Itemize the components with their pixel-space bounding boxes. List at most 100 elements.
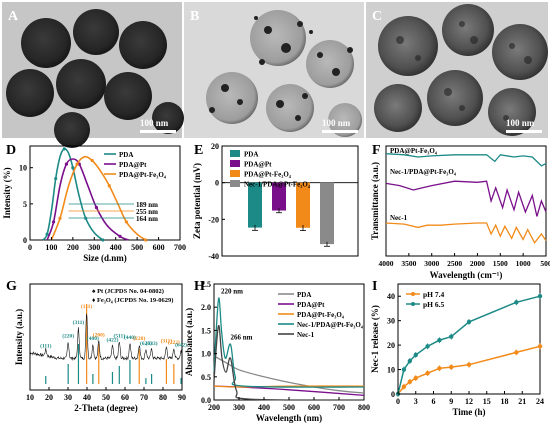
- series-point: [537, 294, 543, 299]
- e-ytick-label: -40: [208, 252, 219, 261]
- series-point: [437, 366, 442, 371]
- d-xtick-label: 500: [131, 243, 143, 252]
- peak-label: (620): [140, 340, 152, 347]
- series-point: [45, 232, 49, 236]
- i-ytick-label: 10: [387, 366, 395, 375]
- series-point: [449, 334, 454, 339]
- g-xtick-label: 60: [121, 393, 129, 402]
- series-point: [537, 344, 543, 349]
- chart-h: PDA PDA@Pt PDA@Pt-Fe₃O₄ Nec-1/PDA@Pt-Fe₃O₄ N…: [184, 280, 370, 423]
- series-label: PDA@Pt-Fe₃O₄: [390, 147, 438, 155]
- h-xtick-label: 700: [333, 403, 345, 412]
- peak-label: (422): [106, 336, 118, 343]
- panel-e-label: E: [194, 143, 203, 158]
- h-ytick-label: 2.5: [201, 280, 211, 289]
- panel-g-label: G: [6, 279, 17, 294]
- series-line: [213, 297, 365, 388]
- series-line: [385, 222, 547, 245]
- series-point: [466, 362, 472, 367]
- h-xtick-label: 600: [308, 403, 320, 412]
- h-xtick-label: 800: [358, 403, 370, 412]
- h-xlabel: Wavelength (nm): [256, 413, 322, 423]
- series-point: [466, 319, 472, 325]
- i-xtick-label: 15: [483, 397, 491, 406]
- f-xtick-label: 2000: [470, 259, 485, 268]
- legend-label: PDA: [297, 291, 311, 299]
- plot-frame-i: [397, 283, 541, 395]
- bar: [296, 182, 310, 228]
- d-xtick-label: 100: [45, 243, 57, 252]
- legend-label: PDA@Pt: [119, 161, 147, 169]
- series-point: [124, 220, 129, 224]
- peak-label: (111): [81, 303, 92, 310]
- f-xlabel: Wavelength (cm⁻¹): [430, 270, 503, 280]
- i-xtick-label: 0: [396, 397, 400, 406]
- h-ytick-label: 1.5: [201, 326, 211, 335]
- h-ytick-label: 2.0: [201, 303, 211, 312]
- series-point: [107, 184, 111, 188]
- i-ytick-label: 40: [387, 292, 395, 301]
- legend-label: Nec-1/PDA@Pt-Fe₃O₄: [244, 181, 311, 189]
- series-point: [514, 300, 519, 305]
- series-point: [58, 216, 62, 220]
- i-xtick-label: 9: [449, 397, 453, 406]
- legend-label: Nec-1/PDA@Pt-Fe₃O₄: [297, 321, 364, 329]
- f-xtick-label: 3500: [401, 259, 416, 268]
- legend-label: PDA@Pt: [244, 161, 272, 169]
- g-ylabel: Intensity (a.u.): [14, 309, 24, 365]
- legend-label: PDA@Pt: [297, 301, 325, 309]
- d-ytick-label: 10: [19, 164, 27, 173]
- legend-swatch: [230, 160, 240, 167]
- d-xtick-label: 600: [153, 243, 165, 252]
- i-xtick-label: 18: [501, 397, 509, 406]
- h-ytick-label: 0.5: [201, 373, 211, 382]
- i-ytick-label: 20: [387, 341, 395, 350]
- series-point: [51, 220, 56, 224]
- g-xtick-label: 30: [64, 393, 72, 402]
- legend-swatch: [230, 170, 240, 177]
- legend-label: PDA@Pt-Fe₃O₄: [297, 311, 345, 319]
- chart-i: pH 7.4pH 6.5 0 3 6 9 12 15 18 21 24 Time (h) 0 10 20 3…: [370, 283, 544, 417]
- d-xlabel: Size (d.nm): [83, 253, 127, 263]
- h-xtick-label: 300: [233, 403, 245, 412]
- g-xlabel: 2-Theta (degree): [74, 403, 138, 413]
- legend-label: PDA@Pt-Fe₃O₄: [119, 171, 167, 179]
- annotation-label: 189 nm: [136, 201, 158, 209]
- series-point: [64, 162, 69, 166]
- i-ytick-label: 30: [387, 317, 395, 326]
- panel-i-label: I: [372, 279, 377, 294]
- series-point: [90, 158, 94, 163]
- peak-label: (533): [146, 340, 158, 347]
- panel-b-scale: 100 nm: [322, 118, 351, 128]
- d-xtick-label: 200: [67, 243, 79, 252]
- annotation-label: 220 nm: [221, 287, 243, 295]
- panel-a-tem: A 100 nm: [2, 2, 184, 148]
- i-xlabel: Time (h): [452, 407, 485, 417]
- series-label: Nec-1/PDA@Pt-Fe₃O₄: [390, 168, 457, 176]
- legend-label: pH 6.5: [423, 300, 445, 309]
- series-point: [54, 176, 58, 181]
- series-line: [213, 355, 365, 394]
- peak-label: (220): [133, 335, 145, 342]
- h-ytick-label: 1.0: [201, 350, 211, 359]
- legend-label: PDA: [244, 151, 258, 159]
- peak-label: (220): [62, 333, 74, 340]
- series-line-pda@pt-fe3o4: [50, 155, 147, 241]
- series-point: [75, 162, 79, 166]
- peak-label: (111): [40, 343, 51, 350]
- panel-f-label: F: [372, 143, 381, 158]
- h-xtick-label: 200: [208, 403, 220, 412]
- panel-h-label: H: [194, 279, 205, 294]
- series-point: [94, 205, 99, 210]
- series-point: [71, 166, 75, 170]
- d-xtick-label: 0: [28, 243, 32, 252]
- panel-c-scale: 100 nm: [506, 118, 535, 128]
- peak-label: (200): [93, 331, 105, 338]
- g-xtick-label: 10: [26, 393, 34, 402]
- series-line: [397, 345, 541, 395]
- e-ytick-label: 0: [215, 179, 219, 188]
- peak-label: (400): [87, 335, 99, 342]
- d-ytick-label: 5: [23, 200, 27, 209]
